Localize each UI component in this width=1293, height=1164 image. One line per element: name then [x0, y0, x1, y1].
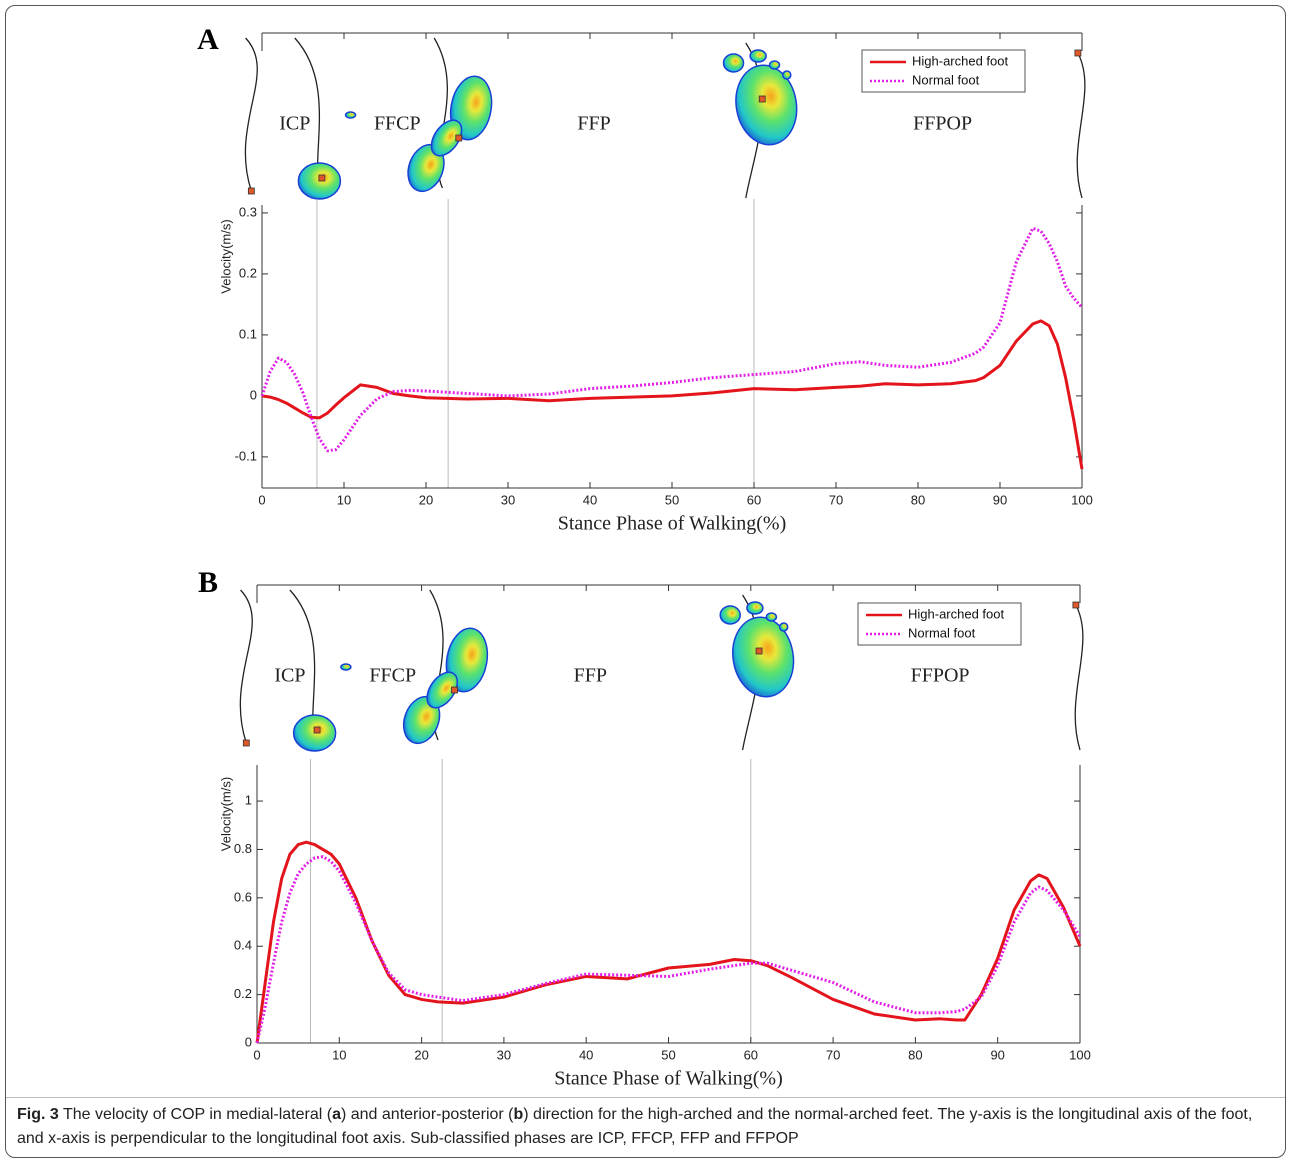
- y-tick-label: 1: [245, 792, 252, 807]
- y-tick-label: 0.8: [234, 841, 252, 856]
- pressure-map: [426, 671, 459, 709]
- caption-bold: b: [513, 1106, 524, 1123]
- pressure-map: [340, 663, 352, 671]
- cop-marker: [451, 686, 458, 694]
- caption-bold: a: [332, 1106, 341, 1123]
- x-axis-label: Stance Phase of Walking(%): [554, 1068, 783, 1090]
- legend-label: Normal foot: [908, 625, 976, 640]
- x-tick-label: 60: [747, 492, 761, 507]
- x-tick-label: 50: [665, 492, 679, 507]
- legend-label: High-arched foot: [908, 606, 1004, 621]
- x-tick-label: 90: [993, 492, 1007, 507]
- y-tick-label: 0.4: [234, 938, 252, 953]
- y-tick-label: 0: [245, 1034, 252, 1049]
- phase-label: FFCP: [374, 113, 421, 135]
- phase-label: FFPOP: [913, 113, 972, 135]
- x-tick-label: 80: [908, 1047, 922, 1062]
- phase-label: FFP: [574, 665, 607, 687]
- cop-marker: [755, 647, 763, 655]
- x-tick-label: 20: [414, 1047, 428, 1062]
- x-tick-label: 100: [1069, 1047, 1091, 1062]
- pressure-map: [778, 622, 789, 632]
- panel-label: A: [197, 23, 219, 56]
- series-line: [255, 840, 1082, 1044]
- y-axis-label: Velocity(m/s): [218, 219, 233, 293]
- cop-marker: [247, 187, 255, 195]
- x-tick-label: 10: [337, 492, 351, 507]
- series-line: [255, 855, 1082, 1044]
- pressure-map: [719, 605, 741, 625]
- cop-trajectory: [244, 37, 258, 192]
- series-line: [260, 226, 1084, 453]
- caption-text: The velocity of COP in medial-lateral (: [58, 1106, 333, 1123]
- legend-box: [861, 49, 1026, 93]
- y-axis-label: Velocity(m/s): [218, 777, 233, 851]
- x-tick-label: 40: [579, 1047, 593, 1062]
- cop-trajectory: [1076, 52, 1086, 199]
- y-tick-label: 0: [250, 387, 257, 402]
- x-tick-label: 30: [501, 492, 515, 507]
- caption-fig: Fig. 3: [17, 1106, 59, 1123]
- x-tick-label: 100: [1071, 492, 1093, 507]
- foot-illustrations: [244, 37, 1086, 200]
- panel-label: B: [198, 566, 218, 599]
- cop-marker: [313, 726, 321, 734]
- x-tick-label: 30: [497, 1047, 511, 1062]
- cop-trajectory: [1074, 604, 1084, 751]
- y-tick-label: 0.3: [239, 204, 257, 219]
- x-tick-label: 90: [990, 1047, 1004, 1062]
- x-tick-label: 70: [829, 492, 843, 507]
- x-tick-label: 10: [332, 1047, 346, 1062]
- legend-label: High-arched foot: [912, 53, 1008, 68]
- pressure-map: [746, 601, 764, 615]
- x-tick-label: 80: [911, 492, 925, 507]
- x-axis-label: Stance Phase of Walking(%): [558, 513, 787, 535]
- y-tick-label: -0.1: [235, 448, 257, 463]
- foot-illustrations: [239, 589, 1084, 752]
- phase-label: FFP: [577, 113, 610, 135]
- y-tick-label: 0.2: [239, 265, 257, 280]
- y-tick-label: 0.2: [234, 986, 252, 1001]
- x-tick-label: 0: [253, 1047, 260, 1062]
- cop-marker: [758, 95, 766, 103]
- cop-marker: [1072, 601, 1080, 609]
- caption: Fig. 3 The velocity of COP in medial-lat…: [17, 1103, 1279, 1151]
- phase-label: ICP: [279, 113, 310, 135]
- x-tick-label: 0: [258, 492, 265, 507]
- cop-marker: [242, 739, 250, 747]
- phase-label: FFCP: [369, 665, 416, 687]
- pressure-map: [765, 612, 778, 622]
- pressure-map: [768, 60, 781, 70]
- pressure-map: [782, 70, 792, 80]
- pressure-map: [749, 49, 767, 63]
- pressure-map: [430, 119, 463, 157]
- x-tick-label: 40: [583, 492, 597, 507]
- cop-marker: [455, 134, 463, 142]
- x-tick-label: 50: [661, 1047, 675, 1062]
- y-tick-label: 0.6: [234, 889, 252, 904]
- caption-divider: [6, 1097, 1285, 1098]
- x-tick-label: 20: [419, 492, 433, 507]
- pressure-map: [735, 64, 798, 146]
- cop-trajectory: [239, 589, 253, 744]
- phase-label: FFPOP: [911, 665, 970, 687]
- pressure-map: [732, 616, 795, 698]
- phase-label: ICP: [274, 665, 305, 687]
- caption-text: ) direction for the high-arched and the …: [17, 1106, 1253, 1147]
- pressure-map: [722, 53, 745, 73]
- x-tick-label: 70: [826, 1047, 840, 1062]
- cop-marker: [1074, 49, 1082, 57]
- legend-label: Normal foot: [912, 72, 980, 87]
- y-tick-label: 0.1: [239, 326, 257, 341]
- caption-text: ) and anterior-posterior (: [340, 1106, 514, 1123]
- series-line: [261, 319, 1084, 470]
- legend-box: [857, 602, 1022, 646]
- x-tick-label: 60: [744, 1047, 758, 1062]
- cop-marker: [318, 174, 326, 182]
- pressure-map: [344, 111, 357, 119]
- figure-frame: [5, 5, 1286, 1158]
